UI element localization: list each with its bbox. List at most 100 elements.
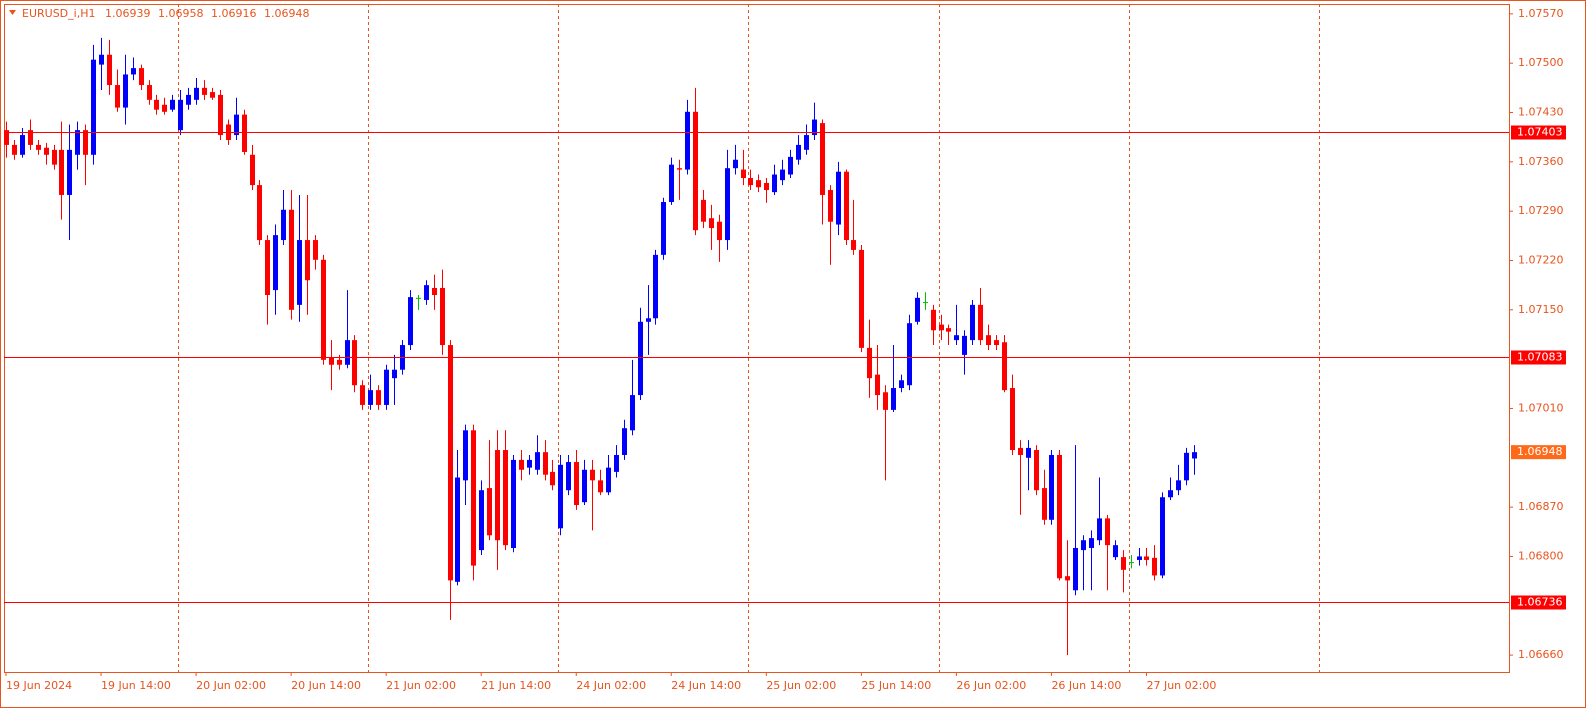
candle-body	[455, 477, 460, 582]
candle-body	[788, 156, 793, 175]
candle-body	[52, 149, 57, 165]
x-tick-label: 26 Jun 14:00	[1051, 679, 1121, 692]
candle-body	[1065, 576, 1070, 581]
candle-body	[1057, 454, 1062, 579]
x-tick-label: 27 Jun 02:00	[1146, 679, 1216, 692]
candle-body	[1097, 518, 1102, 541]
candle-body	[162, 104, 167, 112]
candle-body	[685, 111, 690, 170]
candle-body	[265, 240, 270, 296]
candle-body	[432, 287, 437, 296]
candle-body	[677, 168, 682, 170]
candle-body	[448, 345, 453, 581]
candle-body	[598, 480, 603, 493]
candle-body	[392, 369, 397, 379]
candle-body	[250, 154, 255, 186]
candle-body	[550, 471, 555, 486]
candle-body	[527, 459, 532, 468]
candle-body	[345, 340, 350, 365]
candle-body	[622, 428, 627, 455]
candle-body	[44, 147, 49, 155]
x-tick-label: 25 Jun 14:00	[861, 679, 931, 692]
candle-body	[558, 464, 563, 529]
candle-body	[36, 144, 41, 150]
last-price-label: 1.06948	[1517, 445, 1563, 458]
candle-body	[1010, 388, 1015, 451]
candle-body	[978, 304, 983, 341]
candle-body	[582, 469, 587, 503]
x-tick-label: 21 Jun 02:00	[386, 679, 456, 692]
candle-body	[780, 169, 785, 181]
candle-body	[186, 94, 191, 105]
candle-body	[1144, 556, 1149, 560]
candle-body	[1073, 547, 1078, 591]
candle-body	[709, 218, 714, 229]
candle-body	[638, 321, 643, 396]
candle-body	[360, 385, 365, 405]
candle-body	[1184, 452, 1189, 481]
candle-body	[83, 130, 88, 155]
candle-body	[844, 171, 849, 241]
candle-body	[91, 59, 96, 155]
candle-body	[1192, 452, 1197, 459]
candle-body	[487, 488, 492, 536]
candle-body	[804, 135, 809, 150]
candle-body	[131, 68, 136, 75]
candle-body	[408, 297, 413, 346]
plot-frame	[4, 4, 1510, 673]
candle-body	[733, 159, 738, 169]
candle-body	[574, 462, 579, 505]
x-tick-label: 24 Jun 02:00	[576, 679, 646, 692]
candle-body	[986, 335, 991, 346]
x-tick-label: 19 Jun 2024	[6, 679, 72, 692]
candle-body	[1049, 454, 1054, 520]
candle-body	[653, 254, 658, 319]
candle-body	[463, 430, 468, 481]
candle-body	[1160, 497, 1165, 576]
candle-body	[289, 209, 294, 310]
candle-body	[519, 459, 524, 470]
candle-body	[915, 297, 920, 322]
price-label-box	[1511, 595, 1566, 610]
candle-body	[1018, 447, 1023, 455]
candle-body	[75, 130, 80, 155]
candle-body	[123, 74, 128, 108]
candle-body	[970, 304, 975, 341]
price-label: 1.07403	[1517, 126, 1563, 139]
price-label-box	[1511, 350, 1566, 365]
candle-body	[590, 469, 595, 481]
candle-body	[1176, 480, 1181, 491]
candle-body	[511, 459, 516, 548]
candle-body	[566, 462, 571, 491]
candle-body	[154, 99, 159, 110]
candle-body	[440, 287, 445, 346]
x-tick-label: 20 Jun 14:00	[291, 679, 361, 692]
candle-body	[59, 149, 64, 195]
candle-body	[313, 240, 318, 260]
candle-body	[1042, 488, 1047, 520]
candle-body	[178, 99, 183, 131]
candle-body	[836, 171, 841, 225]
candle-body	[147, 85, 152, 100]
candle-body	[772, 174, 777, 193]
candle-body	[242, 114, 247, 152]
candle-body	[543, 452, 548, 475]
x-tick-label: 26 Jun 02:00	[956, 679, 1026, 692]
candle-body	[1026, 447, 1031, 458]
candle-body	[875, 374, 880, 396]
candle-body	[170, 99, 175, 110]
x-tick-label: 21 Jun 14:00	[481, 679, 551, 692]
candle-body	[281, 209, 286, 241]
candle-body	[1168, 490, 1173, 498]
last-low: 1.06916	[211, 7, 257, 20]
symbol-marker	[9, 10, 16, 15]
candle-body	[273, 235, 278, 291]
candle-body	[962, 335, 967, 355]
candle-body	[859, 249, 864, 348]
candle-body	[796, 144, 801, 160]
candle-body	[368, 390, 373, 405]
x-tick-label: 25 Jun 02:00	[766, 679, 836, 692]
candle-body	[210, 92, 215, 98]
candle-body	[701, 199, 706, 222]
